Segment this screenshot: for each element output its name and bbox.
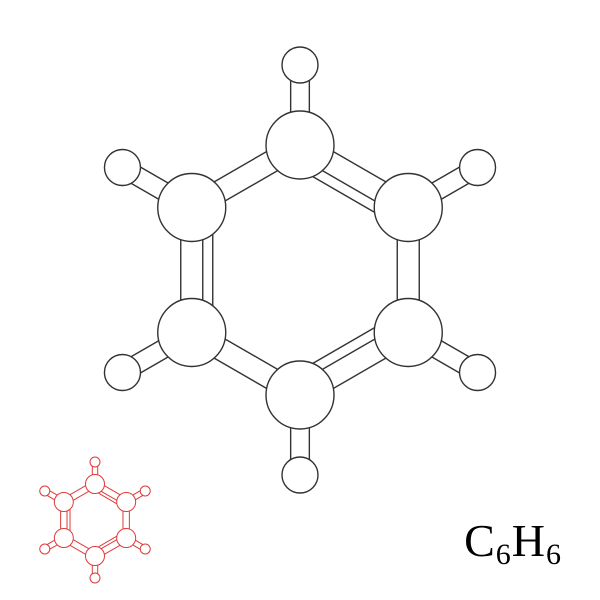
formula-element-c: C [464,515,496,566]
formula-count-c: 6 [496,538,512,571]
formula-count-h: 6 [546,538,562,571]
molecular-formula: C6H6 [464,514,562,572]
formula-element-h: H [512,515,546,566]
benzene-thumbnail [0,0,600,600]
diagram-canvas: C6H6 [0,0,600,600]
